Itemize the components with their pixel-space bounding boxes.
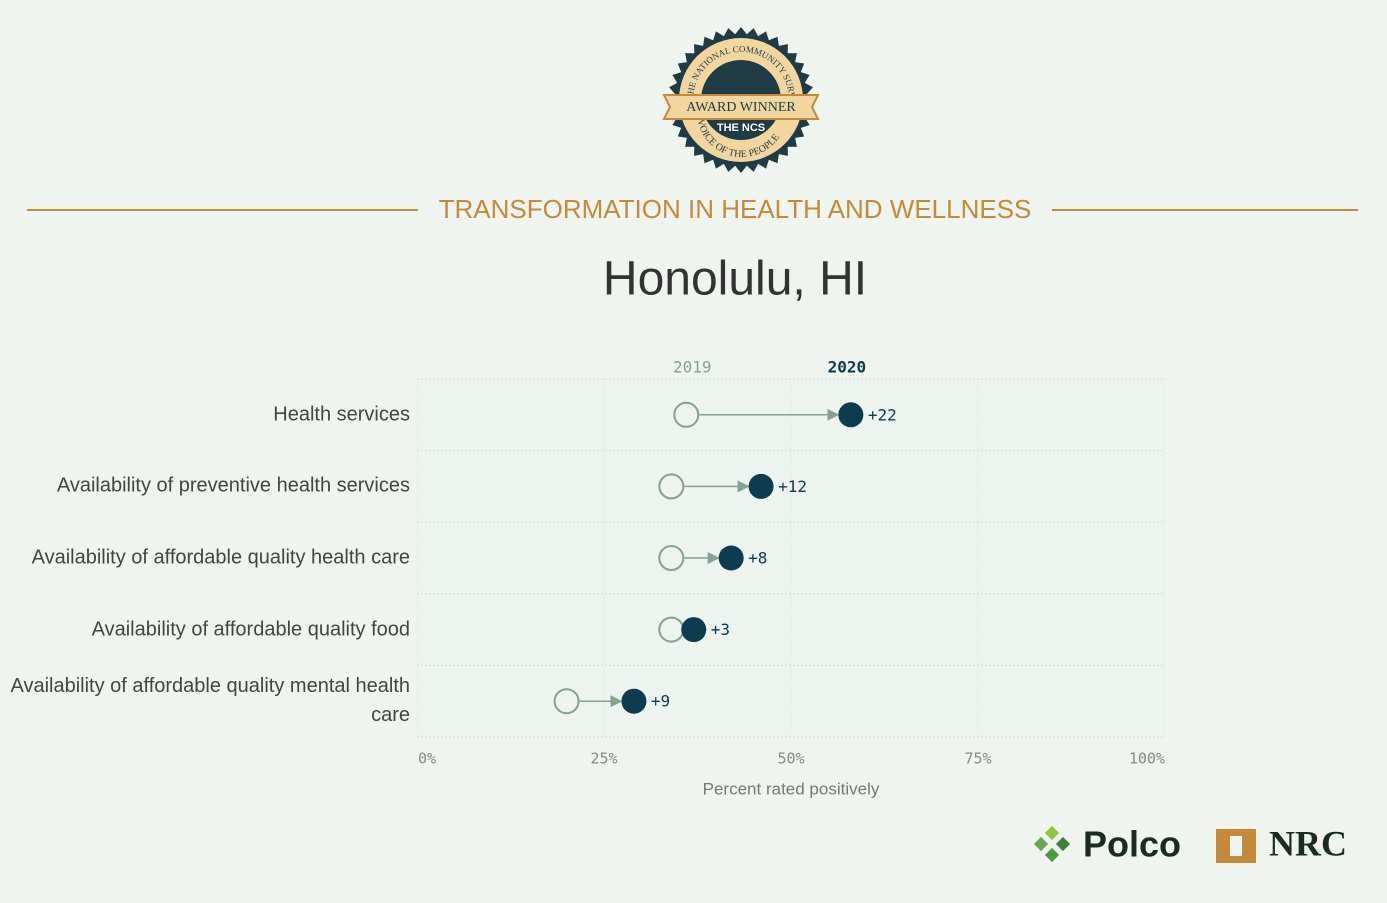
category-label: Availability of affordable quality food: [91, 618, 410, 641]
change-label: +3: [711, 620, 730, 639]
x-tick-label: 25%: [590, 750, 617, 768]
logo-mark: [1044, 825, 1060, 841]
dot-2019: [553, 688, 580, 715]
x-tick-label: 0%: [418, 750, 436, 768]
legend-label: 2019: [673, 358, 712, 377]
legend-label: 2020: [828, 358, 867, 377]
category-label: Availability of affordable quality healt…: [31, 546, 410, 569]
dot-2020: [621, 688, 647, 714]
change-label: +9: [651, 692, 670, 711]
polco-logo: Polco: [1033, 824, 1181, 865]
badge: THE NATIONAL COMMUNITY SURVEY VOICE OF T…: [0, 0, 820, 173]
plot-background: [417, 379, 1165, 737]
category-label: Availability of preventive health servic…: [56, 474, 410, 497]
logo-text: NRC: [1269, 823, 1347, 863]
logo-mark: [1055, 836, 1071, 852]
category-label: Availability of affordable quality menta…: [10, 675, 410, 727]
x-tick-label: 50%: [777, 750, 804, 768]
dot-2019: [658, 473, 685, 500]
change-label: +8: [748, 549, 767, 568]
dot-2020: [718, 545, 744, 571]
change-label: +12: [778, 477, 807, 496]
x-tick-label: 100%: [1129, 750, 1165, 768]
category-label: Health services: [273, 403, 410, 426]
dot-2020: [681, 617, 707, 643]
dot-2019: [673, 401, 700, 428]
dot-2019: [658, 616, 685, 643]
x-axis-label: Percent rated positively: [703, 779, 880, 798]
logo-mark: [1230, 836, 1242, 856]
badge-ribbon-text: AWARD WINNER: [686, 100, 796, 115]
header: TRANSFORMATION IN HEALTH AND WELLNESS: [439, 194, 1032, 224]
nrc-logo: NRC: [1216, 823, 1347, 863]
logo-mark: [1044, 847, 1060, 863]
dot-2020: [838, 402, 864, 428]
chart-title: Honolulu, HI: [603, 253, 867, 306]
logo-text: Polco: [1083, 824, 1181, 865]
x-tick-label: 75%: [964, 750, 991, 768]
logo-mark: [1033, 836, 1049, 852]
badge-ribbon: [662, 94, 820, 120]
change-label: +22: [868, 405, 897, 424]
dot-2020: [748, 473, 774, 499]
dot-2019: [658, 545, 685, 571]
badge-center-text: THE NCS: [717, 122, 765, 134]
